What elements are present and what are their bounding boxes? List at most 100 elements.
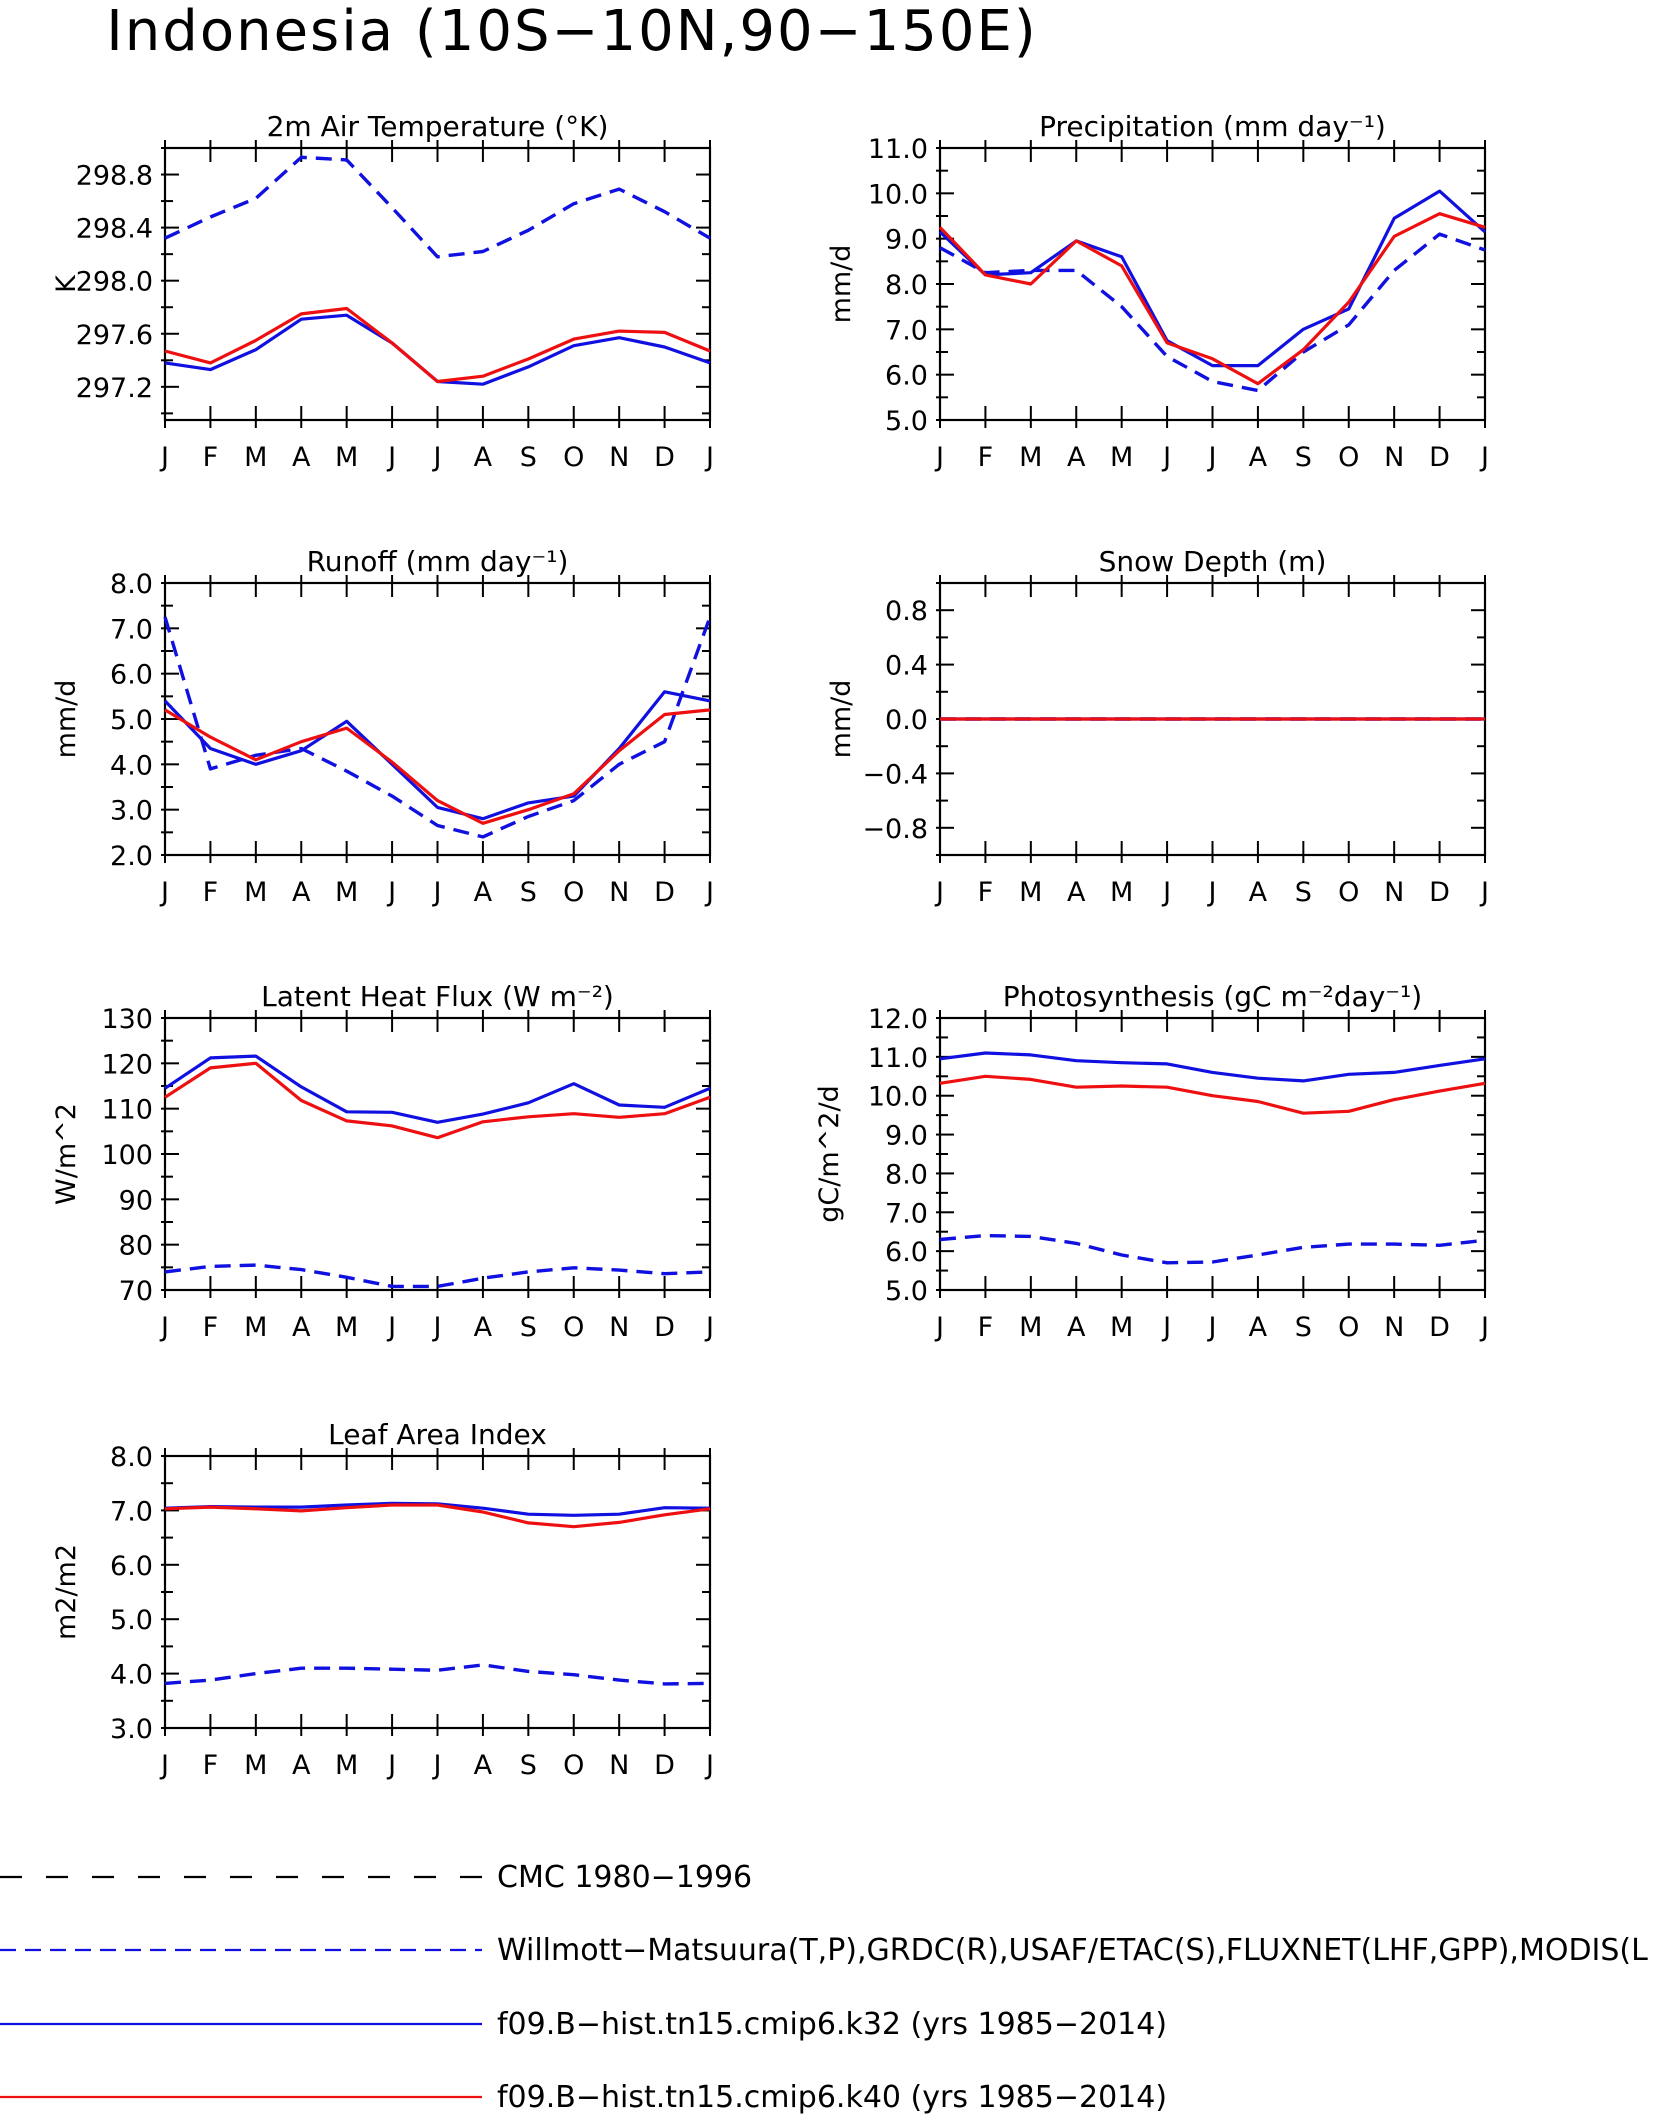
x-tick-label: J [432,1750,442,1781]
y-tick-label: 4.0 [110,750,153,781]
y-axis-label: m2/m2 [51,1544,82,1640]
x-tick-label: F [203,442,219,473]
x-tick-label: A [1067,877,1086,908]
y-tick-label: −0.4 [862,759,928,790]
y-tick-label: 6.0 [110,660,153,691]
y-tick-label: 10.0 [868,179,928,210]
x-tick-label: A [1067,442,1086,473]
y-axis-label: mm/d [51,680,82,759]
x-tick-label: J [159,1312,169,1343]
x-tick-label: D [1429,1312,1450,1343]
x-tick-label: M [1019,442,1042,473]
y-tick-label: 0.8 [885,596,928,627]
y-axis-label: mm/d [826,680,857,759]
x-tick-label: S [1295,877,1312,908]
x-tick-label: J [1161,877,1171,908]
x-tick-label: J [704,877,714,908]
y-tick-label: 297.6 [76,320,153,351]
x-tick-label: F [978,877,994,908]
y-tick-label: 8.0 [885,1159,928,1190]
panel-title: Leaf Area Index [328,1418,547,1451]
x-tick-label: F [203,1312,219,1343]
x-tick-label: J [704,442,714,473]
y-tick-label: 100 [101,1140,153,1171]
y-axis-label: W/m^2 [51,1103,82,1205]
x-tick-label: J [1479,442,1489,473]
x-tick-label: S [520,442,537,473]
x-tick-label: O [563,1750,584,1781]
x-tick-label: D [654,1312,675,1343]
y-tick-label: 5.0 [110,1605,153,1636]
x-tick-label: M [244,1312,267,1343]
x-tick-label: J [159,1750,169,1781]
x-tick-label: O [563,877,584,908]
x-tick-label: M [335,442,358,473]
x-tick-label: N [609,1750,629,1781]
y-tick-label: 298.0 [76,267,153,298]
x-tick-label: A [1067,1312,1086,1343]
x-tick-label: N [609,877,629,908]
y-tick-label: 9.0 [885,1121,928,1152]
x-tick-label: N [1384,877,1404,908]
y-axis-label: mm/d [826,245,857,324]
panel-title: 2m Air Temperature (°K) [267,110,609,143]
x-tick-label: J [704,1312,714,1343]
y-tick-label: −0.8 [862,814,928,845]
y-tick-label: 7.0 [885,1198,928,1229]
x-tick-label: O [1338,1312,1359,1343]
x-tick-label: M [1110,442,1133,473]
y-tick-label: 7.0 [110,1496,153,1527]
y-tick-label: 90 [119,1185,153,1216]
x-tick-label: F [203,877,219,908]
y-tick-label: 11.0 [868,134,928,165]
y-tick-label: 6.0 [885,361,928,392]
x-tick-label: M [244,877,267,908]
y-tick-label: 5.0 [885,406,928,437]
y-tick-label: 120 [101,1049,153,1080]
x-tick-label: J [934,442,944,473]
x-tick-label: S [1295,1312,1312,1343]
x-tick-label: F [978,1312,994,1343]
x-tick-label: M [335,1750,358,1781]
x-tick-label: N [609,1312,629,1343]
x-tick-label: J [1479,1312,1489,1343]
legend-label: f09.B−hist.tn15.cmip6.k40 (yrs 1985−2014… [497,2080,1167,2115]
panel-title: Photosynthesis (gC m⁻²day⁻¹) [1003,980,1422,1013]
x-tick-label: J [386,442,396,473]
y-tick-label: 4.0 [110,1660,153,1691]
x-tick-label: M [244,442,267,473]
x-tick-label: D [654,877,675,908]
y-tick-label: 9.0 [885,225,928,256]
y-tick-label: 298.8 [76,161,153,192]
y-tick-label: 8.0 [110,569,153,600]
legend-label: CMC 1980−1996 [497,1860,752,1895]
y-tick-label: 2.0 [110,841,153,872]
x-tick-label: D [1429,442,1450,473]
y-tick-label: 297.2 [76,373,153,404]
legend-label: f09.B−hist.tn15.cmip6.k32 (yrs 1985−2014… [497,2007,1167,2042]
x-tick-label: J [934,1312,944,1343]
panel-title: Snow Depth (m) [1099,545,1327,578]
x-tick-label: A [1249,877,1268,908]
x-tick-label: J [1161,442,1171,473]
x-tick-label: J [159,442,169,473]
figure-title: Indonesia (10S−10N,90−150E) [106,0,1037,64]
legend-label: Willmott−Matsuura(T,P),GRDC(R),USAF/ETAC… [497,1933,1648,1968]
x-tick-label: J [432,877,442,908]
x-tick-label: J [1207,1312,1217,1343]
y-axis-label: gC/m^2/d [814,1085,845,1222]
x-tick-label: D [654,442,675,473]
x-tick-label: S [520,877,537,908]
y-tick-label: 0.0 [885,705,928,736]
x-tick-label: M [1110,877,1133,908]
y-tick-label: 3.0 [110,796,153,827]
y-tick-label: 80 [119,1231,153,1262]
x-tick-label: S [520,1750,537,1781]
y-tick-label: 8.0 [110,1442,153,1473]
x-tick-label: N [609,442,629,473]
x-tick-label: M [1019,877,1042,908]
y-tick-label: 7.0 [110,614,153,645]
x-tick-label: J [386,1312,396,1343]
